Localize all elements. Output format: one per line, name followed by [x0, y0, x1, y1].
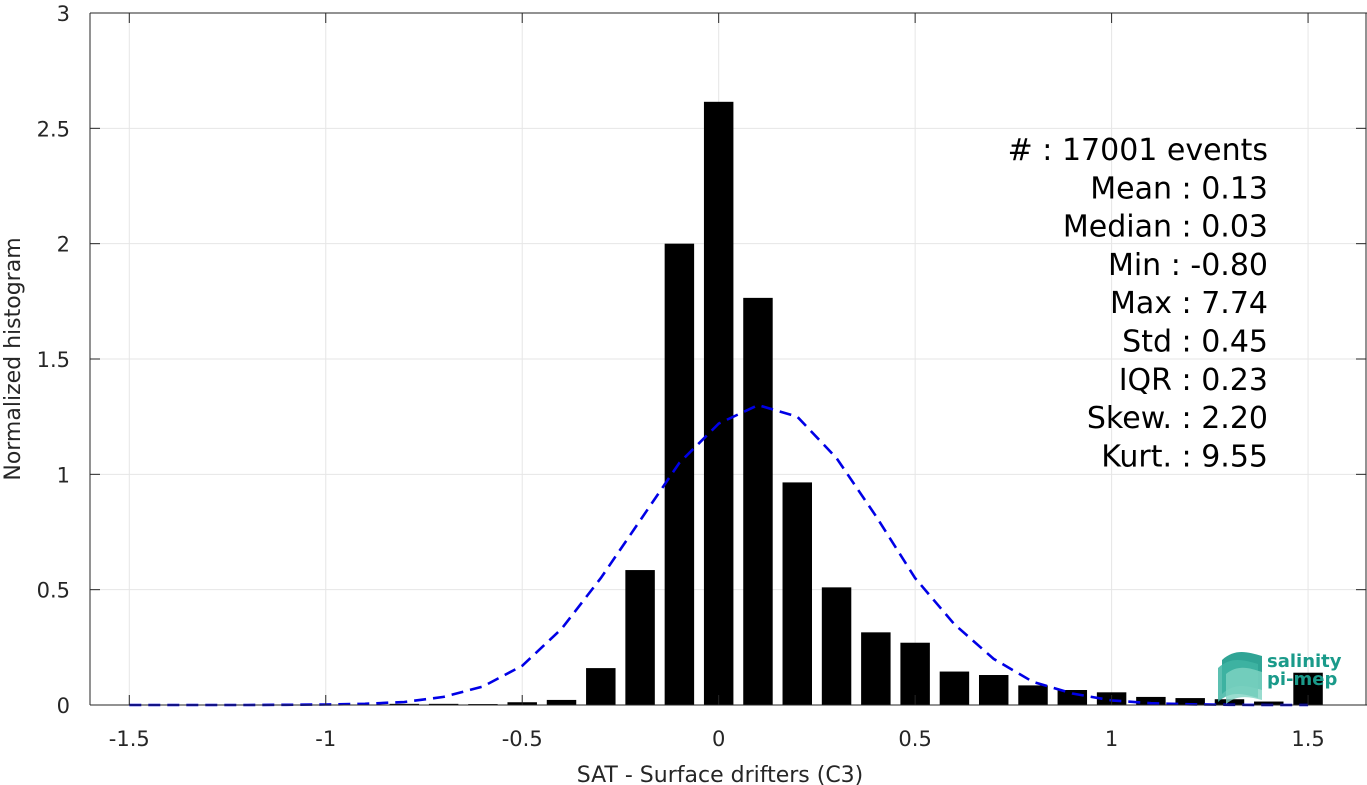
- histogram-bar: [861, 632, 891, 705]
- axes: [89, 12, 1367, 706]
- histogram-bar: [1018, 685, 1048, 705]
- logo-text-line2: pi-mep: [1267, 669, 1337, 690]
- y-tick-label: 2.5: [37, 117, 70, 141]
- histogram-bar: [782, 482, 812, 705]
- y-tick-label: 2: [57, 233, 70, 257]
- stat-line: Std : 0.45: [1122, 325, 1268, 360]
- x-tick-label: 0.5: [898, 727, 931, 751]
- stat-line: Skew. : 2.20: [1087, 401, 1268, 436]
- histogram-bar: [546, 699, 577, 705]
- x-tick-label: 1.5: [1291, 727, 1324, 751]
- histogram-bar: [821, 587, 852, 705]
- logo-text-line1: salinity: [1267, 651, 1342, 672]
- y-tick-label: 1.5: [37, 348, 70, 372]
- histogram-bar: [1136, 696, 1166, 705]
- stat-line: Max : 7.74: [1110, 286, 1268, 321]
- x-axis-label: SAT - Surface drifters (C3): [577, 763, 864, 785]
- x-tick-label: -1: [315, 727, 336, 751]
- stat-line: Kurt. : 9.55: [1101, 439, 1268, 474]
- stat-line: IQR : 0.23: [1119, 363, 1268, 398]
- stat-line: Median : 0.03: [1063, 210, 1268, 245]
- stat-line: Mean : 0.13: [1090, 171, 1268, 206]
- tick-labels: -1.5 -1 -0.5 0 0.5 1 1.5 0 0.5 1 1.5 2 2.5 3: [37, 2, 1325, 751]
- histogram-bar: [1214, 699, 1245, 705]
- histogram-bar: [1254, 701, 1284, 705]
- histogram-bar: [664, 243, 695, 705]
- histogram-bar: [389, 703, 420, 705]
- histogram-bar: [1175, 698, 1205, 705]
- histogram-bar: [939, 671, 970, 705]
- y-tick-label: 3: [57, 2, 70, 26]
- y-axis-label: Normalized histogram: [1, 237, 26, 480]
- salinity-pimep-logo: salinity pi-mep: [1218, 651, 1342, 704]
- y-tick-label: 1: [57, 463, 70, 487]
- histogram-bar: [900, 642, 930, 705]
- histogram-bar: [703, 101, 734, 706]
- histogram-bar: [428, 703, 459, 705]
- logo-mark-icon: [1218, 652, 1262, 704]
- x-tick-label: -0.5: [502, 727, 543, 751]
- stat-line: Min : -0.80: [1108, 248, 1268, 283]
- stat-line: # : 17001 events: [1008, 133, 1268, 168]
- x-tick-label: 1: [1105, 727, 1118, 751]
- histogram-bar: [625, 570, 655, 705]
- histogram-bar: [978, 675, 1009, 705]
- histogram-bar: [743, 297, 773, 705]
- histogram-bars: [389, 101, 1323, 706]
- x-tick-label: 0: [712, 727, 725, 751]
- histogram-bar: [586, 668, 616, 705]
- x-tick-label: -1.5: [109, 727, 150, 751]
- y-tick-label: 0.5: [37, 579, 70, 603]
- y-tick-label: 0: [57, 694, 70, 718]
